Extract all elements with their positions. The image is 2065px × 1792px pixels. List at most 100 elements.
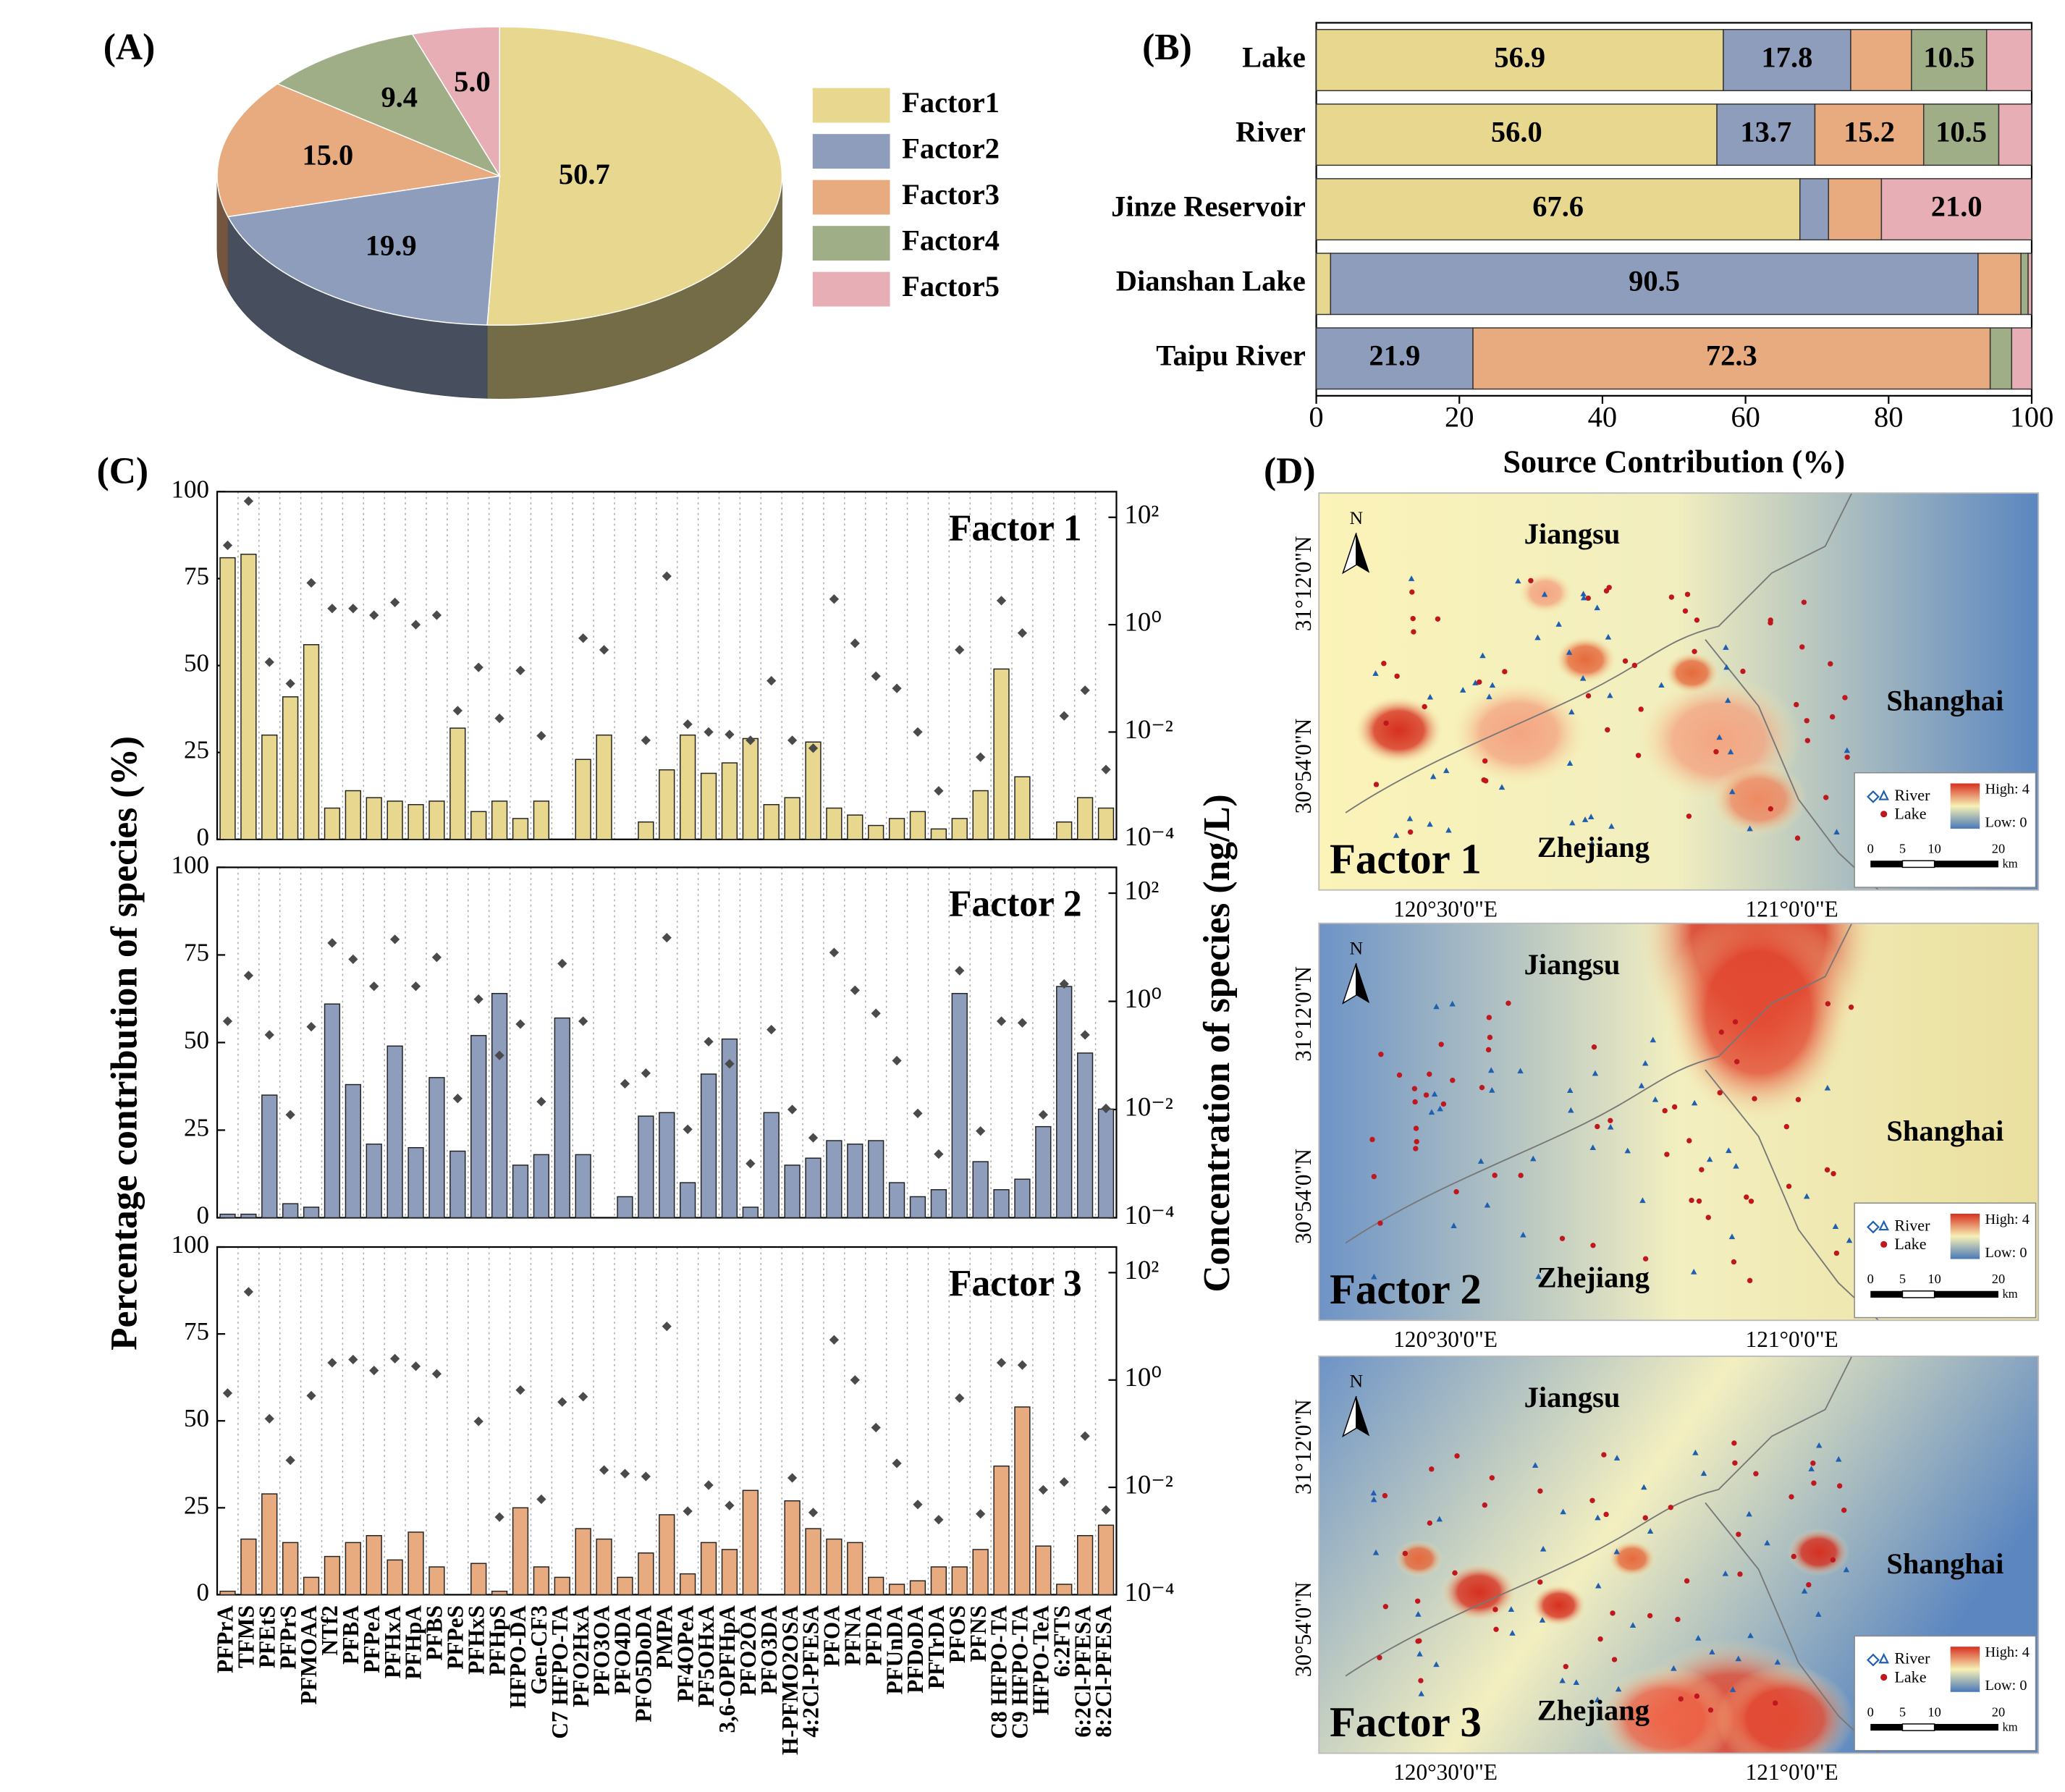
x-tick-label: H-PFMO2OSA — [777, 1605, 803, 1755]
bar — [533, 1154, 550, 1219]
concentration-marker — [1017, 1360, 1028, 1370]
site-lake — [1377, 1220, 1383, 1226]
bar — [1035, 1545, 1052, 1596]
concentration-marker — [1059, 711, 1069, 721]
site-river — [1479, 652, 1486, 659]
slice — [276, 33, 502, 177]
bar — [951, 818, 968, 840]
x-tick-label: TFMS — [234, 1605, 259, 1668]
site-lake — [1402, 1550, 1409, 1557]
legend-lake-symbol — [1880, 1673, 1888, 1681]
site-lake — [1489, 1475, 1495, 1481]
site-river — [1824, 1084, 1831, 1091]
x-tick-label: PFEtS — [254, 1605, 279, 1668]
site-lake — [1810, 1461, 1816, 1466]
site-lake — [1418, 1678, 1424, 1683]
concentration-marker — [767, 1025, 777, 1035]
concentration-marker — [787, 1473, 798, 1483]
concentration-marker — [704, 1480, 714, 1490]
bar — [449, 1150, 466, 1219]
site-lake — [1487, 1034, 1493, 1041]
bar-segment — [1814, 103, 1925, 166]
bar — [847, 1144, 863, 1219]
value-label: 10.5 — [1935, 115, 1987, 148]
y-tick-label: 0 — [196, 1201, 208, 1230]
concentration-marker — [683, 719, 693, 730]
concentration-marker — [704, 1036, 714, 1047]
site-lake — [1668, 1505, 1673, 1510]
x-tick-label: PFPeA — [359, 1605, 384, 1673]
concentration-marker — [410, 620, 421, 630]
x-tick-label: C9 HFPO-TA — [1008, 1605, 1033, 1739]
y-tick-label: 50 — [184, 649, 209, 677]
site-lake — [1824, 1167, 1830, 1173]
concentration-marker — [536, 731, 546, 741]
site-river — [1613, 1548, 1620, 1555]
site-river — [1534, 634, 1541, 641]
concentration-marker — [641, 1471, 651, 1482]
site-lake — [1684, 1578, 1690, 1584]
map-frame — [1318, 1356, 2040, 1754]
bar — [428, 1077, 445, 1219]
bar — [407, 803, 424, 840]
site-lake — [1485, 1047, 1492, 1053]
bar — [554, 1017, 570, 1219]
y-tick-label: 100 — [172, 850, 209, 879]
legend-swatch — [812, 88, 890, 123]
site-river — [1427, 693, 1434, 700]
bar — [512, 818, 529, 840]
x-tick-label: PFBS — [422, 1605, 447, 1660]
bar-segment — [1315, 178, 1801, 241]
y-tick-label: 50 — [184, 1026, 209, 1055]
north-arrow — [1356, 1396, 1370, 1437]
site-lake — [1481, 777, 1487, 783]
concentration-marker — [725, 1500, 735, 1510]
concentration-marker — [1017, 1018, 1028, 1028]
concentration-marker — [222, 1388, 233, 1398]
bar — [491, 1590, 508, 1596]
bar — [1014, 1406, 1031, 1596]
bar — [805, 1528, 822, 1596]
legend-label: Factor3 — [902, 178, 1000, 211]
lon-label: 121°0'0"E — [1746, 896, 1838, 921]
concentration-marker — [829, 594, 840, 604]
y-tick-label: 75 — [184, 938, 209, 966]
region-label: Zhejiang — [1537, 1261, 1650, 1293]
site-river — [1566, 760, 1574, 766]
hotspot — [1554, 635, 1617, 684]
site-lake — [1492, 1607, 1498, 1613]
site-river — [1641, 1484, 1647, 1490]
x-tick-label: PFOA — [819, 1605, 845, 1668]
legend-label: River — [1894, 1649, 1930, 1668]
bar — [491, 992, 508, 1219]
site-river — [1808, 1466, 1815, 1471]
concentration-marker — [934, 786, 944, 796]
boundary — [1705, 1502, 1879, 1754]
legend-label: Low: 0 — [1985, 814, 2027, 830]
concentration-marker — [1080, 1431, 1090, 1441]
x-tick-label: PMPA — [651, 1605, 677, 1669]
site-river — [1515, 578, 1521, 584]
site-river — [1624, 1147, 1631, 1154]
scale-bar — [1934, 861, 1998, 868]
site-lake — [1801, 599, 1807, 605]
site-lake — [1686, 1138, 1692, 1144]
concentration-marker — [285, 1455, 295, 1466]
x-tick-label: PFO4DA — [610, 1605, 635, 1695]
bar-segment — [1880, 178, 2032, 241]
concentration-marker — [369, 1366, 379, 1376]
concentration-marker — [578, 1016, 588, 1026]
site-river — [1589, 840, 1595, 846]
bar — [449, 727, 466, 840]
bar — [387, 800, 403, 840]
bar — [826, 807, 843, 840]
bar — [1097, 807, 1115, 840]
bar — [345, 790, 361, 840]
x-tick-label: PFPrA — [213, 1605, 238, 1673]
site-river — [1671, 1665, 1677, 1671]
region-label: Zhejiang — [1537, 1694, 1650, 1727]
concentration-marker — [1059, 1477, 1069, 1487]
site-river — [1846, 1237, 1853, 1243]
concentration-marker — [578, 633, 588, 643]
site-river — [1716, 734, 1723, 740]
